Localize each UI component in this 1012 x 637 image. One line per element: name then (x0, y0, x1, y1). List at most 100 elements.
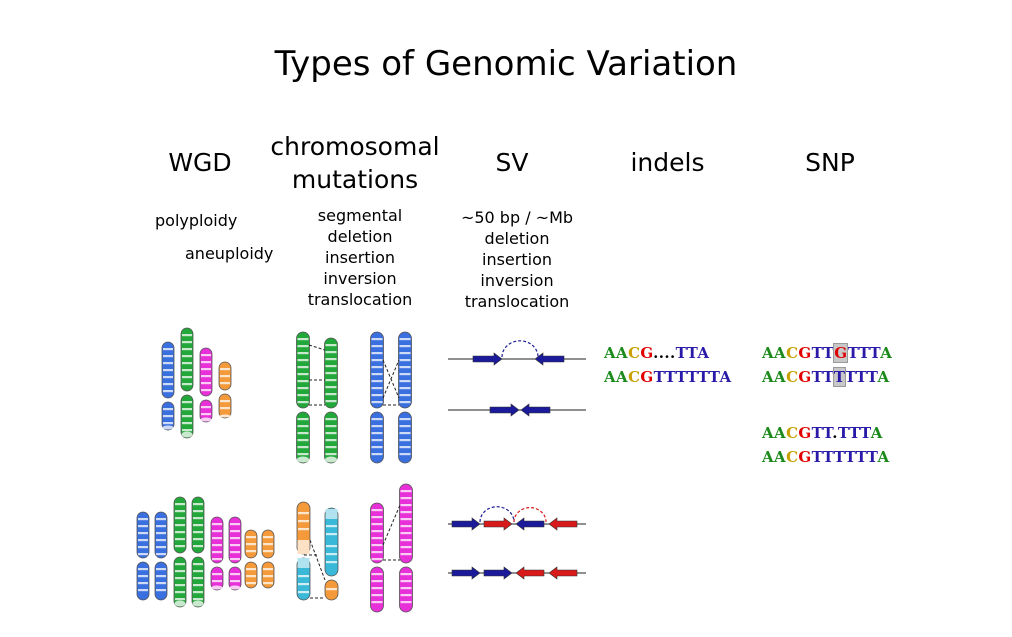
chromosome-tip (200, 417, 212, 422)
heading-indels: indels (630, 148, 705, 177)
chromosome-band (371, 359, 383, 362)
base-run: TTA (675, 344, 710, 362)
chromosome-band (297, 453, 309, 456)
chromosome-band (399, 453, 411, 456)
chromosome-arm (228, 566, 242, 591)
base-run: G (640, 368, 654, 386)
chromosome-arm (370, 566, 384, 613)
chromosome-band (175, 545, 185, 548)
chromosome-band (182, 341, 192, 344)
chromosome-band (400, 573, 412, 576)
chromosome-band (138, 568, 148, 571)
chromosome-band (156, 539, 166, 542)
chromosome-band (400, 497, 412, 500)
chromosome-band (246, 536, 256, 539)
chromosome-band (325, 344, 337, 347)
chromosome-band (138, 582, 148, 585)
chromosome-tip (219, 414, 231, 418)
chromosome-band (201, 413, 211, 416)
chromosome-band (325, 418, 337, 421)
base-run: TTTTTT (811, 448, 878, 466)
chromosome-band (297, 418, 309, 421)
chromosome-band (371, 345, 383, 348)
base-run: AA (604, 344, 629, 362)
chromosome-band (193, 531, 203, 534)
chromosome-band (371, 509, 383, 512)
chromosome-band (400, 504, 412, 507)
chromosome-band (399, 432, 411, 435)
chromosome-tip (211, 585, 223, 590)
chromosome (218, 361, 232, 419)
chromosome-band (163, 376, 173, 379)
wgd-polyploidy: polyploidy (155, 211, 238, 230)
chromosome-arm (154, 561, 168, 601)
snp-highlight: T (832, 367, 846, 387)
chromosome-band (371, 594, 383, 597)
sv-item: deletion (484, 229, 550, 248)
base-run: A (870, 424, 883, 442)
base-run: C (786, 344, 799, 362)
base-run: AA (762, 344, 787, 362)
base-run: C (786, 368, 799, 386)
base-run: TT (811, 424, 833, 442)
chromosome-band (399, 366, 411, 369)
chromosome-band (371, 425, 383, 428)
chromosome-band (325, 351, 337, 354)
chromosome-band (326, 545, 337, 548)
base-run: . (832, 424, 838, 442)
chromosome-band (325, 379, 337, 382)
chromosome-band (371, 580, 383, 583)
chromosome-band (220, 382, 230, 385)
chromosome-band (326, 553, 337, 556)
chromosome-band (371, 418, 383, 421)
chromosome-band (230, 530, 240, 533)
chromosome-band (175, 598, 185, 601)
chromosome (191, 496, 205, 608)
chromosome-band (163, 383, 173, 386)
chromosome-band (182, 415, 192, 418)
chromosome-band (297, 373, 309, 376)
chromosome-band (399, 425, 411, 428)
chromosome-band (399, 380, 411, 383)
heading-chromosomal-mutations: chromosomal mutations (250, 130, 460, 196)
chromosome-band (212, 551, 222, 554)
chromosome-band (371, 601, 383, 604)
chromosome-band (399, 387, 411, 390)
chromosome-band (297, 401, 309, 404)
base-run: AA (762, 424, 787, 442)
chromosome-tip (181, 431, 193, 438)
chromosome-band (175, 510, 185, 513)
chromosome-band (163, 348, 173, 351)
base-run: C (628, 368, 641, 386)
chromosome-band (182, 362, 192, 365)
base-run: C (786, 424, 799, 442)
chromosome-band (297, 359, 309, 362)
chromosome-band (263, 536, 273, 539)
chromosome-band (371, 338, 383, 341)
chromosome-band (193, 517, 203, 520)
chromosome-band (175, 591, 185, 594)
chromosome-band (246, 582, 256, 585)
chromosome-band (138, 575, 148, 578)
sv-list: ~50 bp / ~Mb deletion insertion inversio… (442, 207, 592, 312)
chromosome-band (193, 503, 203, 506)
chromosome (244, 529, 258, 589)
chromosome (136, 511, 150, 601)
chromosome-band (371, 530, 383, 533)
chromosome-band (156, 525, 166, 528)
chromosome-band (163, 369, 173, 372)
chromosome-band (371, 380, 383, 383)
chromosome-band (163, 415, 173, 418)
chromosome-band (175, 584, 185, 587)
chromosome-band (163, 355, 173, 358)
chromosome (210, 516, 224, 591)
chromosome-band (156, 575, 166, 578)
dashed-link (309, 539, 326, 581)
chromosome-arm (398, 331, 412, 409)
chromosome-band (325, 439, 337, 442)
base-run: G (798, 344, 812, 362)
chromosome-arm (370, 331, 384, 409)
chromosome-band (263, 568, 273, 571)
sv-arrow (515, 517, 545, 531)
